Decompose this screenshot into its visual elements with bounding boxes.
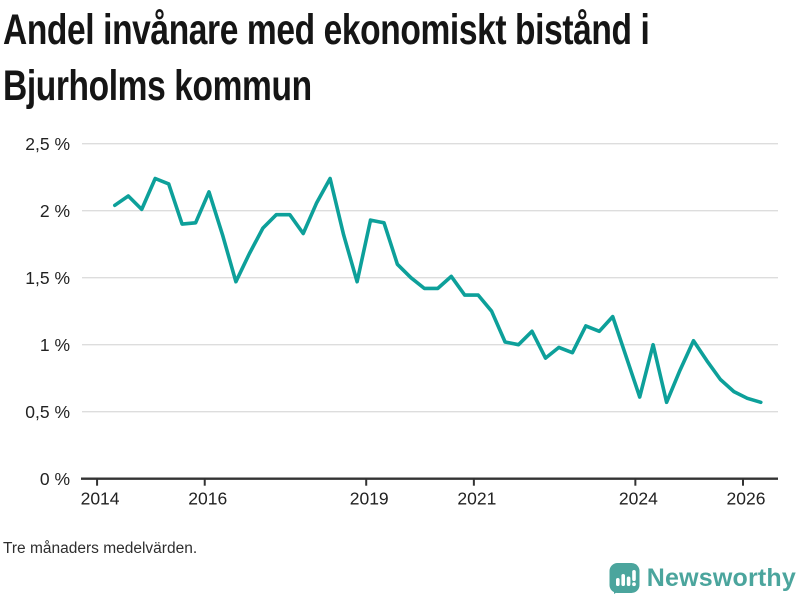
chart-footnote: Tre månaders medelvärden. <box>3 540 198 557</box>
y-tick-label: 1 % <box>40 335 70 355</box>
x-tick-label: 2026 <box>727 489 766 509</box>
page-title-line2: Bjurholms kommun <box>3 62 312 110</box>
x-tick-label: 2016 <box>188 489 227 509</box>
newsworthy-icon <box>609 563 640 594</box>
data-line <box>113 176 763 405</box>
y-tick-label: 2 % <box>40 201 70 221</box>
x-tick-label: 2014 <box>81 489 120 509</box>
x-tick-label: 2024 <box>619 489 658 509</box>
y-tick-label: 0 % <box>40 469 70 489</box>
x-tick-label: 2019 <box>350 489 389 509</box>
page-title-line1: Andel invånare med ekonomiskt bistånd i <box>3 6 650 54</box>
x-tick-label: 2021 <box>457 489 496 509</box>
y-tick-label: 0,5 % <box>25 402 70 422</box>
y-tick-label: 2,5 % <box>25 134 70 154</box>
newsworthy-logo-text: Newsworthy <box>646 564 796 592</box>
page-title: Andel invånare med ekonomiskt bistånd i … <box>3 2 783 114</box>
newsworthy-logo[interactable]: Newsworthy <box>609 562 796 598</box>
y-tick-label: 1,5 % <box>25 268 70 288</box>
